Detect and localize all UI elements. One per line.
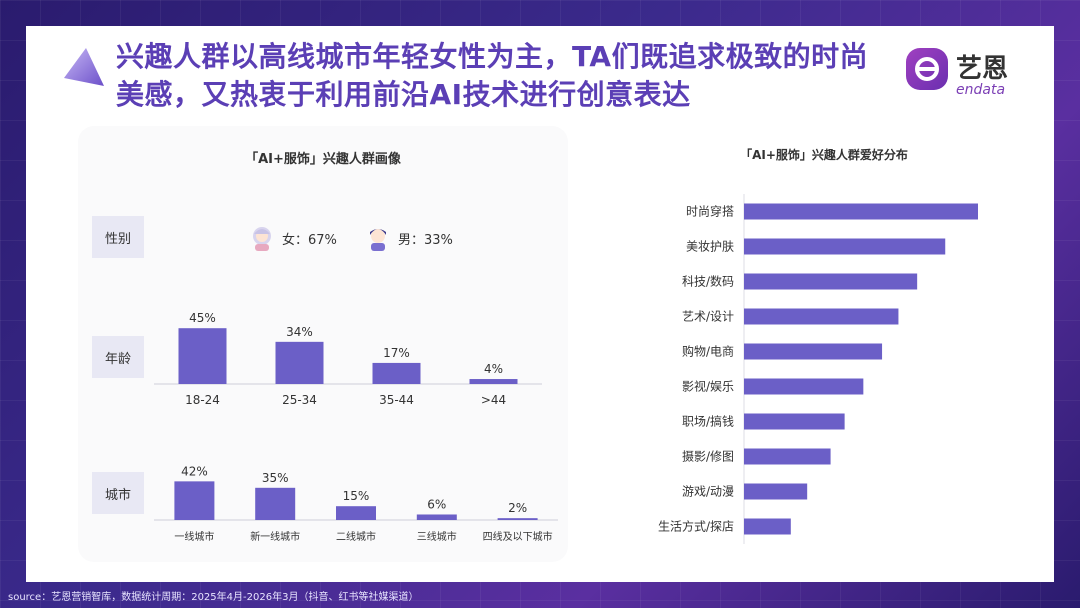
city-bar-chart: 42% 一线城市 35% 新一线城市 15% 二线城市 6% 三线城市 2% 四线及以下城市	[154, 464, 558, 543]
age-value-label: 34%	[286, 325, 313, 339]
age-bar	[469, 379, 518, 384]
hobby-bar	[744, 343, 883, 360]
source-note: source：艺恩营销智库，数据统计周期：2025年4月-2026年3月（抖音、…	[8, 592, 419, 603]
hobby-category-label: 时尚穿搭	[686, 204, 734, 219]
hobby-bar	[744, 483, 808, 500]
female-avatar-icon	[253, 227, 271, 251]
city-category-label: 新一线城市	[250, 530, 300, 543]
hobby-category-label: 艺术/设计	[682, 310, 734, 324]
age-category-label: 18-24	[185, 393, 220, 407]
hobby-bar	[744, 518, 791, 535]
age-category-label: 25-34	[282, 393, 317, 407]
hobby-category-label: 职场/搞钱	[682, 414, 734, 429]
endata-logo-icon	[906, 48, 948, 90]
hobby-bar	[744, 203, 978, 220]
city-value-label: 6%	[427, 497, 446, 511]
age-value-label: 4%	[484, 362, 503, 376]
endata-logo: 艺恩 endata	[904, 46, 1024, 106]
city-bar	[255, 487, 296, 520]
female-percent: 女：67%	[282, 232, 337, 248]
hobby-bar	[744, 413, 845, 430]
city-category-label: 四线及以下城市	[483, 530, 553, 543]
female-stat: 女：67%	[248, 224, 337, 252]
city-row-label: 城市	[92, 472, 144, 514]
age-value-label: 45%	[189, 311, 216, 325]
hobby-category-label: 影视/娱乐	[682, 379, 734, 394]
city-bar	[336, 506, 376, 520]
age-bar-chart: 45% 18-24 34% 25-34 17% 35-44 4% >44	[154, 311, 542, 407]
hobby-category-label: 游戏/动漫	[682, 485, 734, 499]
hobby-bar	[744, 238, 946, 255]
hobby-category-label: 摄影/修图	[682, 449, 734, 464]
page-title: 兴趣人群以高线城市年轻女性为主，TA们既追求极致的时尚美感，又热衷于利用前沿AI…	[116, 40, 869, 111]
hobby-bar	[744, 273, 918, 290]
city-category-label: 三线城市	[417, 530, 457, 543]
male-avatar-icon	[370, 229, 386, 251]
male-percent: 男：33%	[398, 232, 453, 248]
slide-card: 兴趣人群以高线城市年轻女性为主，TA们既追求极致的时尚美感，又热衷于利用前沿AI…	[26, 26, 1054, 582]
title-triangle-icon	[64, 48, 104, 86]
male-stat: 男：33%	[364, 224, 453, 252]
logo-text-en: endata	[956, 82, 1006, 98]
profile-panel: 「AI+服饰」兴趣人群画像 性别 女：67% 男：33% 年龄 城市 45% 18…	[78, 126, 568, 562]
gender-row-label: 性别	[92, 216, 144, 258]
city-bar	[497, 518, 538, 520]
age-row-label: 年龄	[92, 336, 144, 378]
logo-text-cn: 艺恩	[956, 54, 1009, 84]
hobby-category-label: 生活方式/探店	[658, 519, 734, 534]
age-category-label: >44	[481, 393, 506, 407]
hobby-bar	[744, 378, 864, 395]
hobby-category-label: 购物/电商	[682, 344, 734, 359]
age-bar	[372, 362, 421, 384]
city-value-label: 2%	[508, 501, 527, 515]
city-category-label: 一线城市	[174, 530, 214, 543]
age-value-label: 17%	[383, 346, 410, 360]
city-value-label: 42%	[181, 464, 208, 478]
hobby-bar-chart: 时尚穿搭美妆护肤科技/数码艺术/设计购物/电商影视/娱乐职场/搞钱摄影/修图游戏…	[658, 194, 978, 544]
hobby-bar	[744, 308, 899, 325]
age-bar	[275, 341, 324, 384]
hobby-category-label: 美妆护肤	[686, 239, 734, 254]
hobby-chart-title: 「AI+服饰」兴趣人群爱好分布	[740, 148, 908, 162]
city-value-label: 35%	[262, 471, 289, 485]
profile-panel-title: 「AI+服饰」兴趣人群画像	[245, 152, 401, 167]
city-category-label: 二线城市	[336, 530, 376, 543]
hobby-bar	[744, 448, 831, 465]
age-bar	[178, 328, 227, 384]
city-bar	[416, 514, 457, 520]
city-bar	[174, 481, 215, 520]
city-value-label: 15%	[343, 489, 370, 503]
age-category-label: 35-44	[379, 393, 414, 407]
hobby-category-label: 科技/数码	[682, 274, 734, 289]
